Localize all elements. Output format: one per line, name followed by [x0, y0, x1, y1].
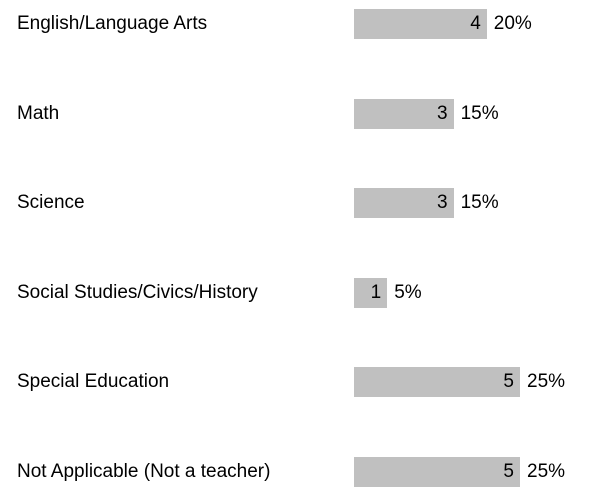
bar-count-label: 5: [503, 461, 514, 482]
category-label: Math: [17, 102, 60, 124]
bar-count-label: 1: [370, 281, 382, 303]
response-row: Social Studies/Civics/History 1 5%: [0, 271, 592, 315]
percentage-label: 25%: [527, 461, 566, 482]
response-row: Not Applicable (Not a teacher) 5 25%: [0, 450, 592, 494]
response-row: English/Language Arts 4 20%: [0, 2, 592, 46]
percentage-label: 15%: [460, 102, 499, 124]
response-row: Special Education 5 25%: [0, 360, 592, 404]
bar-count-label: 5: [503, 371, 514, 393]
bar: 5: [354, 457, 520, 487]
bar-count-label: 3: [437, 102, 448, 124]
percentage-label: 15%: [460, 192, 499, 214]
bar: 3: [354, 98, 454, 129]
percentage-label: 20%: [493, 13, 532, 34]
percentage-label: 25%: [527, 371, 566, 393]
category-label: Special Education: [17, 371, 170, 393]
bar: 4: [354, 9, 487, 39]
bar: 1: [354, 277, 388, 308]
percentage-label: 5%: [394, 281, 422, 303]
bar: 3: [354, 188, 454, 219]
response-row: Math 3 15%: [0, 92, 592, 136]
bar-count-label: 3: [437, 192, 448, 214]
category-label: Social Studies/Civics/History: [17, 281, 258, 303]
bar-count-label: 4: [470, 13, 481, 34]
category-label: English/Language Arts: [17, 13, 208, 34]
response-row: Science 3 15%: [0, 181, 592, 225]
category-label: Science: [17, 192, 85, 214]
category-label: Not Applicable (Not a teacher): [17, 461, 271, 482]
bar: 5: [354, 367, 520, 398]
